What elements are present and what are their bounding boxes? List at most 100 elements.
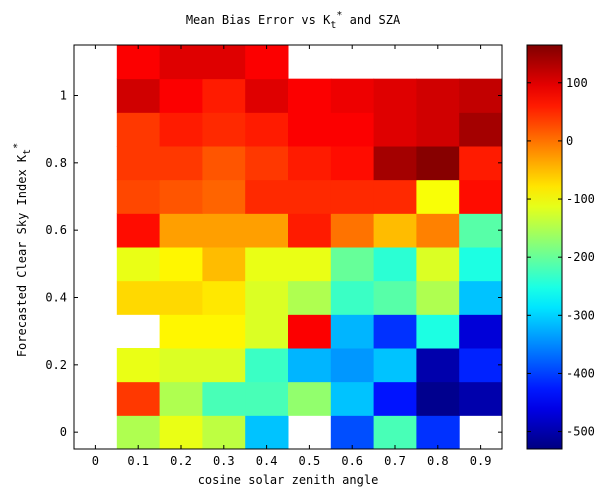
heatmap-cell bbox=[459, 112, 503, 147]
heatmap-cell bbox=[245, 78, 289, 113]
heatmap-cell bbox=[459, 179, 503, 214]
chart-title: Mean Bias Error vs Kt* and SZA bbox=[186, 10, 401, 31]
heatmap-cell bbox=[288, 146, 332, 181]
heatmap-cell bbox=[330, 78, 375, 113]
heatmap-cell bbox=[159, 247, 203, 282]
colorbar-tick-label: -400 bbox=[566, 366, 595, 380]
heatmap-cell bbox=[159, 348, 203, 383]
heatmap-cell bbox=[373, 247, 417, 282]
heatmap-cell bbox=[245, 112, 289, 147]
heatmap-cell bbox=[245, 247, 289, 282]
heatmap-cell bbox=[202, 381, 246, 416]
heatmap-cell bbox=[330, 415, 375, 450]
x-tick-label: 0.8 bbox=[427, 454, 449, 468]
heatmap-cell bbox=[459, 78, 503, 113]
heatmap-cells bbox=[116, 45, 503, 450]
heatmap-cell bbox=[116, 247, 161, 282]
heatmap-cell bbox=[416, 280, 460, 315]
heatmap-cell bbox=[245, 348, 289, 383]
heatmap-cell bbox=[202, 314, 246, 349]
heatmap-cell bbox=[373, 179, 417, 214]
y-tick-label: 0 bbox=[60, 425, 67, 439]
heatmap-cell bbox=[159, 213, 203, 248]
heatmap-cell bbox=[416, 381, 460, 416]
heatmap-cell bbox=[330, 112, 375, 147]
x-tick-label: 0.4 bbox=[256, 454, 278, 468]
colorbar: -500 -400 -300 -200 -100 0 100 bbox=[526, 44, 595, 450]
heatmap-cell bbox=[288, 280, 332, 315]
heatmap-cell bbox=[330, 280, 375, 315]
heatmap-cell bbox=[245, 146, 289, 181]
heatmap-cell bbox=[459, 247, 503, 282]
heatmap-cell bbox=[373, 78, 417, 113]
y-tick-label: 0.6 bbox=[45, 223, 67, 237]
x-tick-label: 0.1 bbox=[127, 454, 149, 468]
heatmap-cell bbox=[159, 146, 203, 181]
x-axis-label: cosine solar zenith angle bbox=[198, 473, 379, 487]
y-axis-ticks: 0 0.2 0.4 0.6 0.8 1 bbox=[45, 89, 502, 439]
heatmap-cell bbox=[116, 45, 161, 80]
heatmap-cell bbox=[245, 314, 289, 349]
heatmap-cell bbox=[159, 314, 203, 349]
heatmap-cell bbox=[416, 314, 460, 349]
x-tick-label: 0 bbox=[92, 454, 99, 468]
heatmap-cell bbox=[416, 112, 460, 147]
heatmap-cell bbox=[202, 415, 246, 450]
heatmap-cell bbox=[159, 45, 203, 80]
heatmap-cell bbox=[459, 348, 503, 383]
heatmap-cell bbox=[159, 415, 203, 450]
heatmap-cell bbox=[288, 381, 332, 416]
heatmap-cell bbox=[202, 78, 246, 113]
heatmap-cell bbox=[416, 179, 460, 214]
heatmap-cell bbox=[330, 179, 375, 214]
heatmap-cell bbox=[416, 415, 460, 450]
heatmap-cell bbox=[330, 314, 375, 349]
plot-frame bbox=[73, 44, 503, 450]
y-tick-label: 1 bbox=[60, 89, 67, 103]
x-tick-label: 0.2 bbox=[170, 454, 192, 468]
heatmap-cell bbox=[459, 381, 503, 416]
heatmap-cell bbox=[288, 348, 332, 383]
heatmap-cell bbox=[330, 381, 375, 416]
heatmap-cell bbox=[288, 78, 332, 113]
x-tick-label: 0.5 bbox=[299, 454, 321, 468]
heatmap-cell bbox=[416, 348, 460, 383]
y-axis-label: Forecasted Clear Sky Index Kt* bbox=[12, 143, 33, 357]
heatmap-cell bbox=[416, 78, 460, 113]
heatmap-cell bbox=[159, 78, 203, 113]
heatmap-cell bbox=[202, 280, 246, 315]
heatmap-cell bbox=[116, 415, 161, 450]
y-tick-label: 0.8 bbox=[45, 156, 67, 170]
colorbar-gradient bbox=[527, 45, 562, 449]
heatmap-cell bbox=[288, 247, 332, 282]
heatmap-cell bbox=[159, 179, 203, 214]
heatmap-cell bbox=[330, 247, 375, 282]
colorbar-frame bbox=[526, 44, 563, 450]
heatmap-cell bbox=[288, 314, 332, 349]
heatmap-cell bbox=[288, 213, 332, 248]
heatmap-cell bbox=[373, 112, 417, 147]
heatmap-cell bbox=[202, 247, 246, 282]
heatmap-cell bbox=[373, 415, 417, 450]
x-axis-ticks: 0 0.1 0.2 0.3 0.4 0.5 0.6 0.7 0.8 0.9 bbox=[92, 45, 492, 468]
heatmap-cell bbox=[245, 280, 289, 315]
heatmap-cell bbox=[159, 381, 203, 416]
heatmap-cell bbox=[116, 213, 161, 248]
heatmap-cell bbox=[416, 146, 460, 181]
colorbar-tick-label: -300 bbox=[566, 308, 595, 322]
heatmap-cell bbox=[116, 112, 161, 147]
heatmap-cell bbox=[116, 348, 161, 383]
heatmap-cell bbox=[245, 213, 289, 248]
x-tick-label: 0.9 bbox=[470, 454, 492, 468]
y-tick-label: 0.2 bbox=[45, 358, 67, 372]
y-tick-label: 0.4 bbox=[45, 291, 67, 305]
heatmap-cell bbox=[245, 415, 289, 450]
heatmap-cell bbox=[159, 112, 203, 147]
heatmap-cell bbox=[202, 146, 246, 181]
heatmap-cell bbox=[202, 45, 246, 80]
x-tick-label: 0.3 bbox=[213, 454, 235, 468]
colorbar-tick-label: 0 bbox=[566, 134, 573, 148]
heatmap-cell bbox=[116, 280, 161, 315]
heatmap-cell bbox=[159, 280, 203, 315]
